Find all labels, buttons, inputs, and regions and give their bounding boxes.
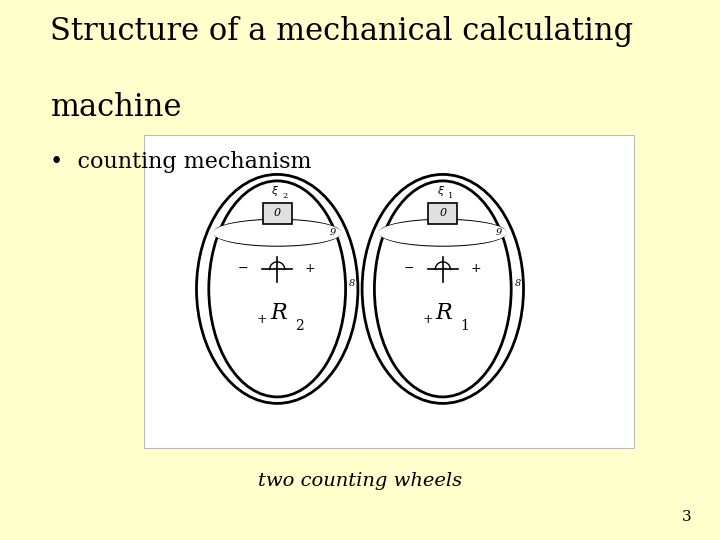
Text: +: + — [423, 313, 433, 326]
Ellipse shape — [213, 220, 341, 246]
Text: 1: 1 — [449, 192, 454, 200]
Text: −: − — [238, 262, 248, 275]
Text: R: R — [270, 302, 287, 323]
Text: 3: 3 — [682, 510, 691, 524]
Text: 9: 9 — [496, 228, 502, 237]
Text: 8: 8 — [349, 279, 356, 288]
Text: Structure of a mechanical calculating: Structure of a mechanical calculating — [50, 16, 634, 47]
Text: 8: 8 — [515, 279, 521, 288]
Text: +: + — [470, 262, 481, 275]
Text: 0: 0 — [439, 208, 446, 218]
Ellipse shape — [374, 181, 511, 397]
Text: R: R — [436, 302, 453, 323]
FancyBboxPatch shape — [144, 135, 634, 448]
Text: 2: 2 — [283, 192, 288, 200]
Text: −: − — [403, 262, 414, 275]
Bar — [263, 202, 292, 224]
Text: machine: machine — [50, 92, 182, 123]
Text: 1: 1 — [460, 319, 469, 333]
Text: +: + — [305, 262, 315, 275]
Text: 2: 2 — [294, 319, 303, 333]
Text: $\xi$: $\xi$ — [271, 184, 279, 198]
Text: +: + — [257, 313, 267, 326]
Text: $\xi$: $\xi$ — [436, 184, 445, 198]
Ellipse shape — [379, 220, 507, 246]
Ellipse shape — [209, 181, 346, 397]
Text: two counting wheels: two counting wheels — [258, 471, 462, 490]
Text: •  counting mechanism: • counting mechanism — [50, 151, 312, 173]
Text: 9: 9 — [330, 228, 336, 237]
Text: 0: 0 — [274, 208, 281, 218]
Bar — [428, 202, 457, 224]
